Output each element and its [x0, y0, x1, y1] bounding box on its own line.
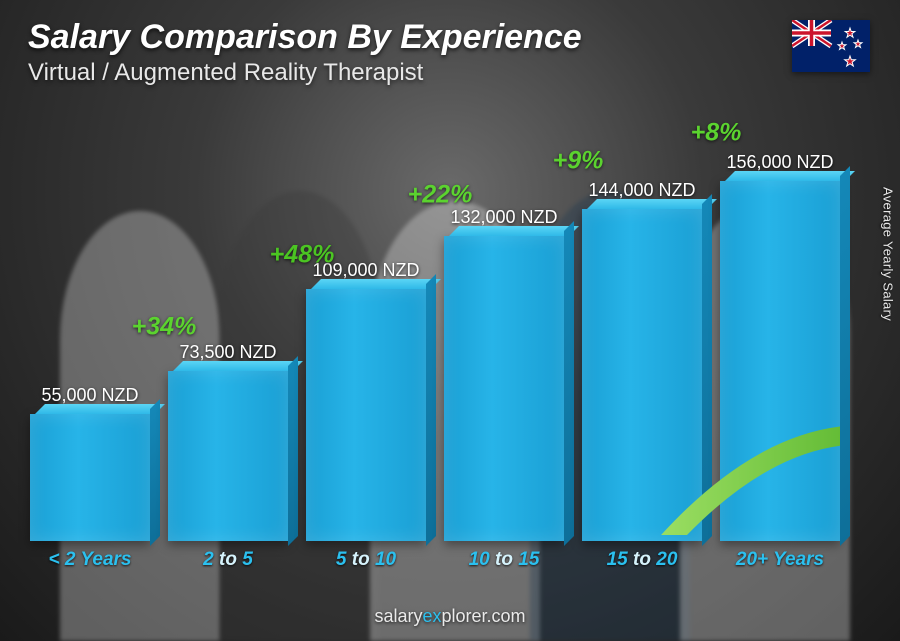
x-axis-label: 2 to 5 [168, 549, 288, 571]
page-subtitle: Virtual / Augmented Reality Therapist [28, 59, 872, 87]
increment-pct-label: +48% [270, 240, 335, 269]
y-axis-label: Average Yearly Salary [881, 187, 896, 321]
bar-value-label: 144,000 NZD [588, 180, 695, 201]
nz-flag-icon [792, 20, 870, 72]
increment-pct-label: +22% [408, 180, 473, 209]
bar-value-label: 156,000 NZD [726, 152, 833, 173]
bar-slot: 109,000 NZD [306, 260, 426, 541]
bar-slot: 73,500 NZD [168, 342, 288, 541]
bar [30, 414, 150, 541]
bar-value-label: 55,000 NZD [41, 385, 138, 406]
bar [168, 371, 288, 541]
bar [720, 181, 840, 541]
footer-accent: ex [422, 606, 441, 626]
x-axis-label: 10 to 15 [444, 549, 564, 571]
header: Salary Comparison By Experience Virtual … [28, 18, 872, 87]
increment-pct-label: +8% [691, 118, 742, 147]
bar-slot: 144,000 NZD [582, 180, 702, 541]
x-axis-label: 15 to 20 [582, 549, 702, 571]
footer-post: plorer.com [441, 606, 525, 626]
bar [582, 209, 702, 541]
footer-attribution: salaryexplorer.com [0, 606, 900, 627]
x-axis-label: 20+ Years [720, 549, 840, 571]
x-axis-label: 5 to 10 [306, 549, 426, 571]
bar-slot: 132,000 NZD [444, 207, 564, 541]
increment-pct-label: +9% [553, 146, 604, 175]
page-title: Salary Comparison By Experience [28, 18, 872, 57]
bar-slot: 156,000 NZD [720, 152, 840, 541]
x-axis-label: < 2 Years [30, 549, 150, 571]
bar [444, 236, 564, 541]
salary-bar-chart: 55,000 NZD 73,500 NZD109,000 NZD132,000 N… [30, 130, 840, 571]
bar [306, 289, 426, 541]
bar-slot: 55,000 NZD [30, 385, 150, 541]
footer-pre: salary [374, 606, 422, 626]
increment-pct-label: +34% [132, 313, 197, 342]
